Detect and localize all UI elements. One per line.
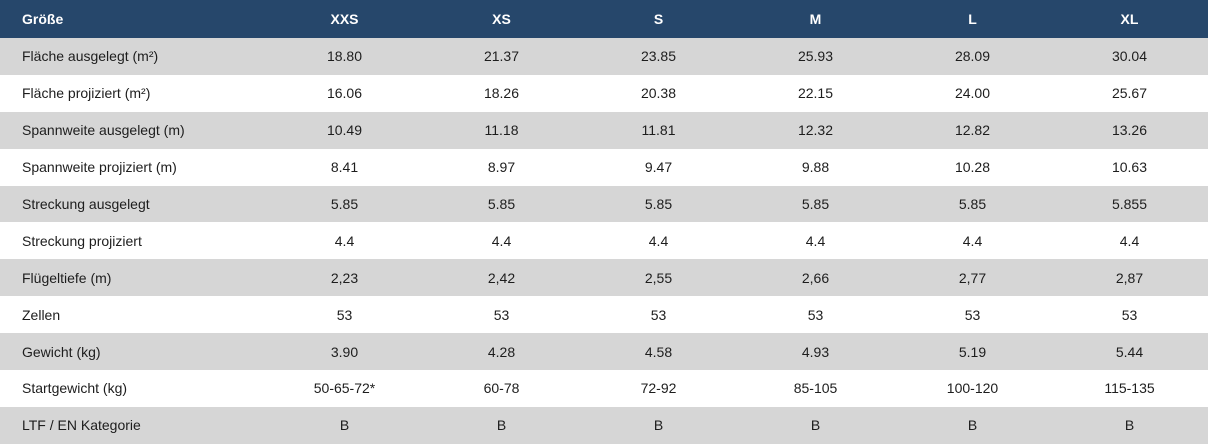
table-cell: 50-65-72* bbox=[313, 380, 376, 397]
table-cell: 53 bbox=[336, 306, 353, 323]
table-cell: 18.80 bbox=[326, 48, 363, 65]
table-cell: 21.37 bbox=[483, 48, 520, 65]
table-cell: 2,66 bbox=[801, 269, 830, 286]
table-row: Spannweite ausgelegt (m) 10.49 11.18 11.81 1… bbox=[0, 111, 1208, 149]
table-cell: 8.97 bbox=[487, 159, 516, 176]
table-cell: 5.85 bbox=[644, 196, 673, 212]
table-row: Zellen 53 53 53 53 53 53 bbox=[0, 296, 1208, 334]
table-cell: 100-120 bbox=[946, 380, 999, 397]
table-cell: 11.81 bbox=[641, 122, 676, 139]
table-cell: 2,87 bbox=[1115, 269, 1144, 286]
table-cell: B bbox=[339, 417, 350, 434]
header-cell-xs: XS bbox=[492, 11, 511, 27]
table-cell: 5.44 bbox=[1115, 343, 1144, 360]
table-row: Fläche ausgelegt (m²) 18.80 21.37 23.85 25.9… bbox=[0, 38, 1208, 75]
row-label: Gewicht (kg) bbox=[22, 343, 101, 360]
table-cell: 18.26 bbox=[483, 85, 520, 102]
table-cell: 4.4 bbox=[334, 232, 355, 249]
table-row: LTF / EN Kategorie B B B B B B bbox=[0, 406, 1208, 444]
table-cell: 22.15 bbox=[797, 85, 834, 102]
table-cell: 5.85 bbox=[958, 196, 987, 212]
header-cell-m: M bbox=[809, 11, 822, 27]
row-label: Startgewicht (kg) bbox=[22, 380, 128, 397]
table-cell: B bbox=[967, 417, 978, 434]
table-cell: 2,55 bbox=[644, 269, 673, 286]
header-cell-size: Größe bbox=[22, 11, 64, 27]
table-cell: 53 bbox=[964, 306, 981, 323]
table-cell: 23.85 bbox=[640, 48, 677, 65]
row-label: Streckung projiziert bbox=[22, 232, 142, 249]
row-label: Flügeltiefe (m) bbox=[22, 269, 112, 286]
table-cell: 5.85 bbox=[487, 196, 516, 212]
table-cell: 5.855 bbox=[1111, 196, 1148, 212]
table-cell: 4.4 bbox=[962, 232, 983, 249]
table-cell: 53 bbox=[650, 306, 667, 323]
row-label: LTF / EN Kategorie bbox=[22, 417, 141, 434]
row-label: Spannweite projiziert (m) bbox=[22, 159, 177, 176]
table-cell: 53 bbox=[1121, 306, 1138, 323]
table-cell: 12.32 bbox=[797, 122, 834, 139]
table-row: Startgewicht (kg) 50-65-72* 60-78 72-92 85-1… bbox=[0, 370, 1208, 407]
table-cell: 25.67 bbox=[1111, 85, 1148, 102]
table-cell: 53 bbox=[493, 306, 510, 323]
header-cell-xl: XL bbox=[1120, 11, 1139, 27]
table-cell: 2,77 bbox=[958, 269, 987, 286]
table-cell: 115-135 bbox=[1104, 380, 1155, 397]
table-row: Streckung projiziert 4.4 4.4 4.4 4.4 4.4 4.4 bbox=[0, 222, 1208, 260]
table-cell: 10.63 bbox=[1111, 159, 1148, 176]
table-row: Spannweite projiziert (m) 8.41 8.97 9.47 9.8… bbox=[0, 148, 1208, 186]
table-row: Flügeltiefe (m) 2,23 2,42 2,55 2,66 2,77 2,87 bbox=[0, 259, 1208, 297]
table-cell: 11.18 bbox=[484, 122, 519, 139]
table-cell: 3.90 bbox=[330, 343, 359, 360]
table-cell: 10.28 bbox=[954, 159, 991, 176]
table-row: Fläche projiziert (m²) 16.06 18.26 20.38 22.… bbox=[0, 74, 1208, 112]
table-header-row: Größe XXS XS S M L XL bbox=[0, 0, 1208, 38]
table-cell: 4.93 bbox=[801, 343, 830, 360]
row-label: Zellen bbox=[22, 306, 61, 323]
row-label: Fläche ausgelegt (m²) bbox=[22, 48, 159, 65]
header-cell-l: L bbox=[968, 11, 977, 27]
table-cell: 85-105 bbox=[793, 380, 838, 397]
row-label: Streckung ausgelegt bbox=[22, 196, 150, 212]
table-cell: 4.4 bbox=[1119, 232, 1140, 249]
table-cell: 4.28 bbox=[487, 343, 516, 360]
table-cell: 5.19 bbox=[958, 343, 987, 360]
table-cell: 30.04 bbox=[1111, 48, 1148, 65]
table-cell: 60-78 bbox=[483, 380, 520, 397]
table-cell: 10.49 bbox=[326, 122, 363, 139]
table-cell: 13.26 bbox=[1111, 122, 1148, 139]
table-cell: 9.47 bbox=[644, 159, 673, 176]
table-body: Fläche ausgelegt (m²) 18.80 21.37 23.85 25.9… bbox=[0, 38, 1208, 444]
header-cell-xxs: XXS bbox=[330, 11, 359, 27]
table-cell: 4.4 bbox=[805, 232, 826, 249]
table-cell: 9.88 bbox=[801, 159, 830, 176]
table-cell: 25.93 bbox=[797, 48, 834, 65]
table-cell: 4.4 bbox=[491, 232, 512, 249]
table-cell: 72-92 bbox=[640, 380, 677, 397]
table-cell: 4.4 bbox=[648, 232, 669, 249]
table-row: Gewicht (kg) 3.90 4.28 4.58 4.93 5.19 5.44 bbox=[0, 333, 1208, 371]
table-cell: 28.09 bbox=[954, 48, 991, 65]
row-label: Fläche projiziert (m²) bbox=[22, 85, 151, 102]
table-cell: B bbox=[653, 417, 664, 434]
row-label: Spannweite ausgelegt (m) bbox=[22, 122, 185, 139]
table-cell: 16.06 bbox=[326, 85, 363, 102]
table-cell: 5.85 bbox=[330, 196, 359, 212]
table-cell: B bbox=[496, 417, 507, 434]
table-cell: B bbox=[810, 417, 821, 434]
table-cell: 2,42 bbox=[487, 269, 516, 286]
header-cell-s: S bbox=[653, 11, 664, 27]
table-cell: 8.41 bbox=[330, 159, 359, 176]
table-cell: 53 bbox=[807, 306, 824, 323]
table-cell: 2,23 bbox=[330, 269, 359, 286]
table-cell: 4.58 bbox=[644, 343, 673, 360]
table-cell: 5.85 bbox=[801, 196, 830, 212]
table-cell: B bbox=[1124, 417, 1135, 434]
table-cell: 24.00 bbox=[954, 85, 991, 102]
table-row: Streckung ausgelegt 5.85 5.85 5.85 5.85 5.85 5… bbox=[0, 185, 1208, 223]
table-cell: 12.82 bbox=[954, 122, 991, 139]
table-cell: 20.38 bbox=[640, 85, 677, 102]
